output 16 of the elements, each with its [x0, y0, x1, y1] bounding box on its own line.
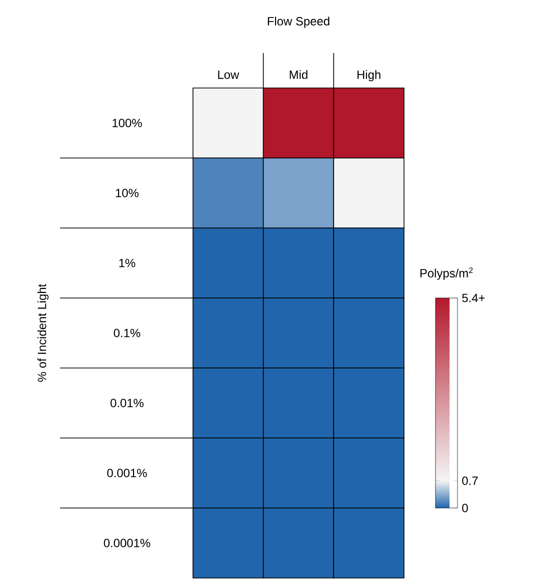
x-tick-label: Mid [290, 70, 308, 79]
y-tick-label: 100% [112, 118, 142, 128]
y-tick-label: 0.001% [107, 468, 147, 478]
y-tick-label: 0.01% [110, 398, 144, 408]
y-tick-label: 1% [119, 258, 136, 268]
color-bar-label: 0.7 [462, 476, 478, 485]
x-tick-label: Low [218, 70, 240, 79]
x-tick-label: High [358, 70, 380, 82]
color-bar-label: 0 [462, 504, 468, 512]
color-bar-title: Polyps/m$^{2}$ [420, 267, 473, 280]
y-tick-label: 0.0001% [104, 538, 150, 548]
chart-title: Flow Speed [268, 16, 330, 28]
y-tick-label: 0.1% [114, 328, 140, 338]
color-bar-label: 5.4+ [462, 294, 485, 302]
y-axis-title: % of Incident Light [37, 284, 49, 382]
y-tick-label: 10% [116, 188, 139, 198]
